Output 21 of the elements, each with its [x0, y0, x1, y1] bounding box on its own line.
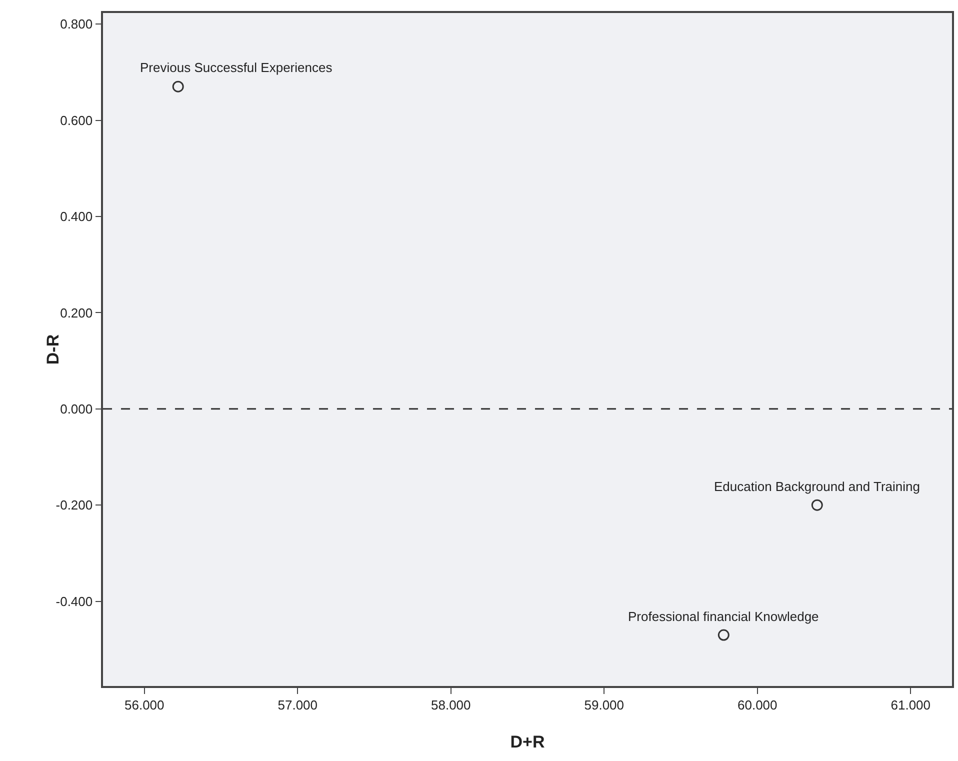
- x-axis-title: D+R: [510, 732, 545, 752]
- y-tick-label: 0.800: [60, 16, 93, 32]
- y-tick-label: 0.200: [60, 305, 93, 320]
- annotation: Education Background and Training: [714, 479, 920, 494]
- x-tick-label: 61.000: [890, 697, 931, 712]
- y-tick-label: 0.400: [60, 209, 93, 224]
- y-tick-label: 0.000: [60, 401, 93, 416]
- x-tick-label: 58.000: [430, 697, 471, 712]
- x-tick-label: 59.000: [584, 697, 624, 712]
- x-tick-label: 56.000: [124, 697, 164, 712]
- point: [172, 80, 184, 92]
- y-axis-title: D-R: [44, 334, 62, 365]
- x-tick-label: 57.000: [278, 697, 318, 712]
- x-tick-label: 60.000: [737, 697, 778, 712]
- annotation: Professional financial Knowledge: [628, 609, 819, 624]
- y-tick-label: 0.600: [60, 112, 93, 128]
- y-tick-label: -0.400: [56, 594, 93, 609]
- annotation: Previous Successful Experiences: [140, 60, 333, 75]
- point: [718, 629, 730, 641]
- point: [811, 499, 823, 511]
- y-tick-label: -0.200: [56, 498, 93, 513]
